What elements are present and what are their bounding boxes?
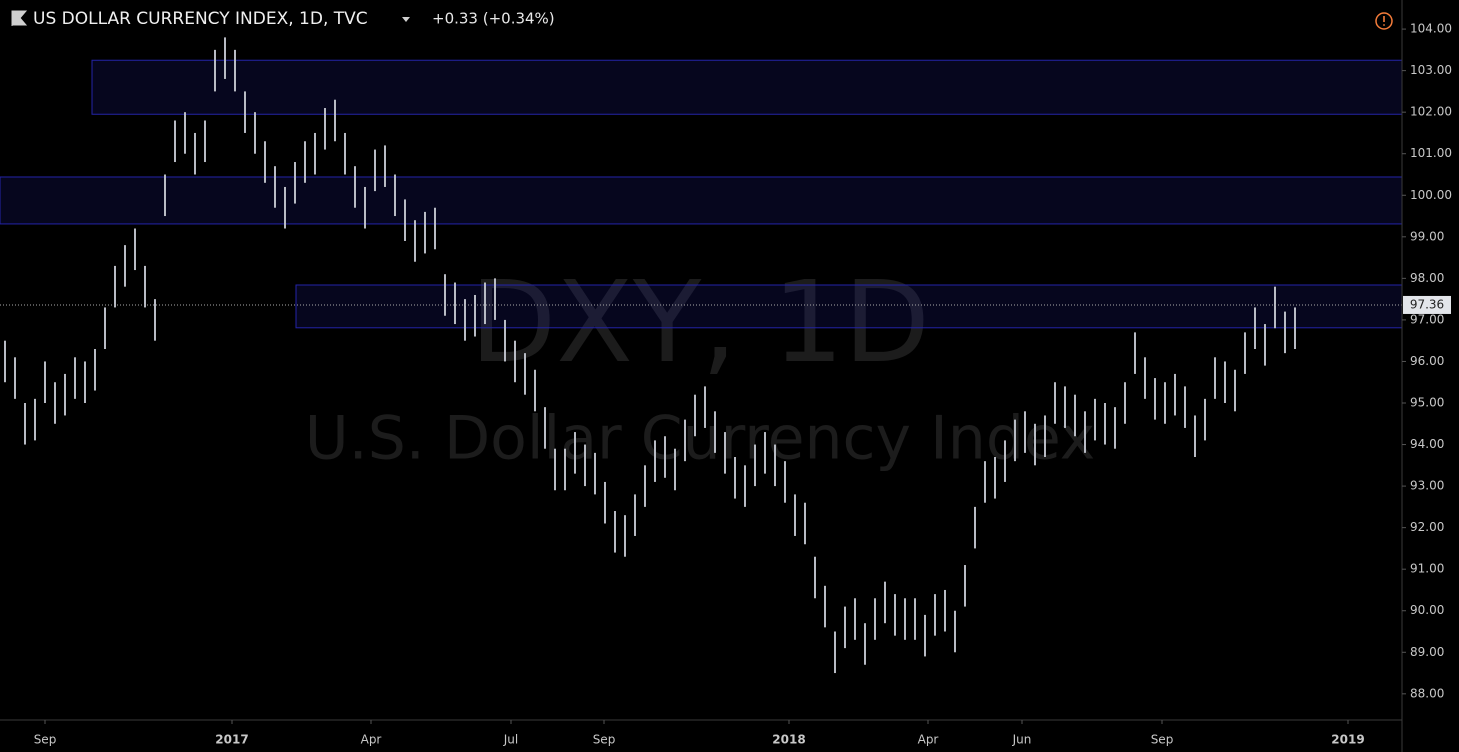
x-tick-label: Sep [593,733,616,747]
y-tick-label: 90.00 [1410,603,1444,617]
watermark: DXY, 1D U.S. Dollar Currency Index [305,258,1096,474]
dropdown-caret[interactable] [402,17,410,22]
y-tick-label: 98.00 [1410,271,1444,285]
zone [295,284,1403,329]
y-tick-label: 91.00 [1410,562,1444,576]
price-change: +0.33 (+0.34%) [432,10,555,28]
y-tick-label: 97.00 [1410,312,1444,326]
y-tick-label: 93.00 [1410,479,1444,493]
y-tick-label: 88.00 [1410,686,1444,700]
y-tick-label: 95.00 [1410,396,1444,410]
x-tick-label: 2019 [1331,733,1364,747]
y-tick-label: 92.00 [1410,520,1444,534]
y-tick-label: 101.00 [1410,146,1452,160]
alert-icon-dot [1383,24,1385,26]
symbol-title[interactable]: US DOLLAR CURRENCY INDEX, 1D, TVC [33,9,368,29]
y-tick-label: 89.00 [1410,645,1444,659]
watermark-symbol: DXY, 1D [470,258,930,388]
watermark-name: U.S. Dollar Currency Index [305,404,1096,474]
last-price-tag [1403,295,1451,314]
y-tick-label: 99.00 [1410,229,1444,243]
x-tick-label: Sep [1151,733,1174,747]
symbol-flag[interactable] [11,10,28,26]
x-tick-label: 2017 [215,733,248,747]
y-tick-label: 94.00 [1410,437,1444,451]
zone [0,176,1403,225]
y-tick-label: 102.00 [1410,105,1452,119]
y-tick-label: 100.00 [1410,188,1452,202]
x-tick-label: Apr [361,733,382,747]
last-price-label: 97.36 [1410,297,1444,311]
x-tick-label: Sep [34,733,57,747]
alert-icon[interactable] [1375,12,1393,30]
header: US DOLLAR CURRENCY INDEX, 1D, TVC +0.33 … [11,9,1393,30]
zone [91,59,1403,115]
y-tick-label: 104.00 [1410,22,1452,36]
y-tick-label: 96.00 [1410,354,1444,368]
x-tick-label: 2018 [772,733,805,747]
y-tick-label: 103.00 [1410,63,1452,77]
x-tick-label: Jun [1012,733,1032,747]
x-tick-label: Apr [918,733,939,747]
x-tick-label: Jul [503,733,518,747]
